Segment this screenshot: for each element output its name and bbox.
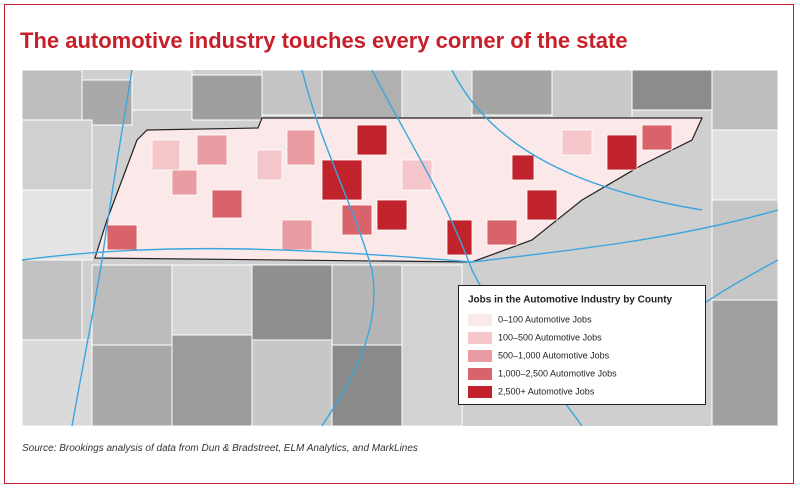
- tennessee: [94, 117, 703, 263]
- legend-label: 2,500+ Automotive Jobs: [498, 386, 595, 396]
- legend-label: 1,000–2,500 Automotive Jobs: [498, 368, 617, 378]
- source: Source: Brookings analysis of data from …: [22, 443, 418, 454]
- legend-box: [458, 285, 706, 405]
- legend-label: 500–1,000 Automotive Jobs: [498, 350, 610, 360]
- legend-swatch: [468, 368, 492, 380]
- legend-label: 100–500 Automotive Jobs: [498, 332, 602, 342]
- title: The automotive industry touches every co…: [20, 28, 628, 53]
- tennessee-counties: [106, 124, 673, 256]
- surrounding-counties: [22, 70, 778, 426]
- legend-swatch: [468, 314, 492, 326]
- legend-title: Jobs in the Automotive Industry by Count…: [468, 295, 673, 306]
- legend-label: 0–100 Automotive Jobs: [498, 314, 592, 324]
- legend-swatch: [468, 332, 492, 344]
- legend-swatch: [468, 350, 492, 362]
- frame: [4, 4, 794, 484]
- legend-swatch: [468, 386, 492, 398]
- legend: Jobs in the Automotive Industry by Count…: [458, 285, 706, 405]
